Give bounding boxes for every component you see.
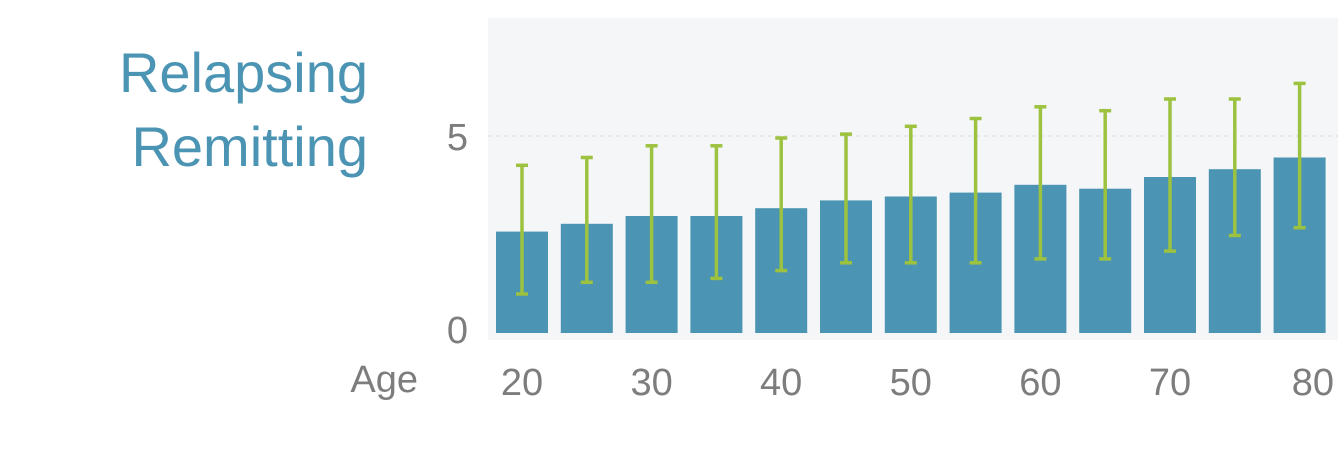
y-tick-label-5: 5 xyxy=(447,117,468,159)
y-tick-label-0: 0 xyxy=(447,310,468,352)
error-bar-age-70 xyxy=(1164,97,1176,253)
title-line-1: Relapsing xyxy=(118,41,368,104)
error-bar-age-30 xyxy=(645,144,658,285)
x-tick-label-20: 20 xyxy=(501,362,543,404)
error-bar-age-60 xyxy=(1034,105,1047,261)
x-tick-label-70: 70 xyxy=(1149,362,1191,404)
chart-title: Relapsing Remitting xyxy=(119,36,368,184)
error-bar-age-40 xyxy=(775,136,788,273)
error-bar-age-45 xyxy=(840,132,852,265)
x-tick-label-30: 30 xyxy=(630,362,672,404)
error-bar-age-55 xyxy=(969,116,982,265)
x-tick-label-80: 80 xyxy=(1292,362,1334,404)
x-tick-label-60: 60 xyxy=(1019,362,1061,404)
error-bar-age-50 xyxy=(904,124,917,265)
x-tick-labels: 20 30 40 50 60 70 80 xyxy=(501,362,1334,404)
error-bars-group xyxy=(516,81,1306,296)
error-bar-age-75 xyxy=(1228,97,1241,238)
error-bar-age-35 xyxy=(710,144,723,281)
error-bar-age-20 xyxy=(516,163,528,296)
x-tick-label-40: 40 xyxy=(760,362,802,404)
x-axis-label: Age xyxy=(350,359,418,401)
error-bar-age-25 xyxy=(580,155,593,285)
x-tick-label-50: 50 xyxy=(890,362,932,404)
error-bar-age-80 xyxy=(1293,81,1306,230)
title-line-2: Remitting xyxy=(131,115,368,178)
error-bar-age-65 xyxy=(1099,108,1112,261)
